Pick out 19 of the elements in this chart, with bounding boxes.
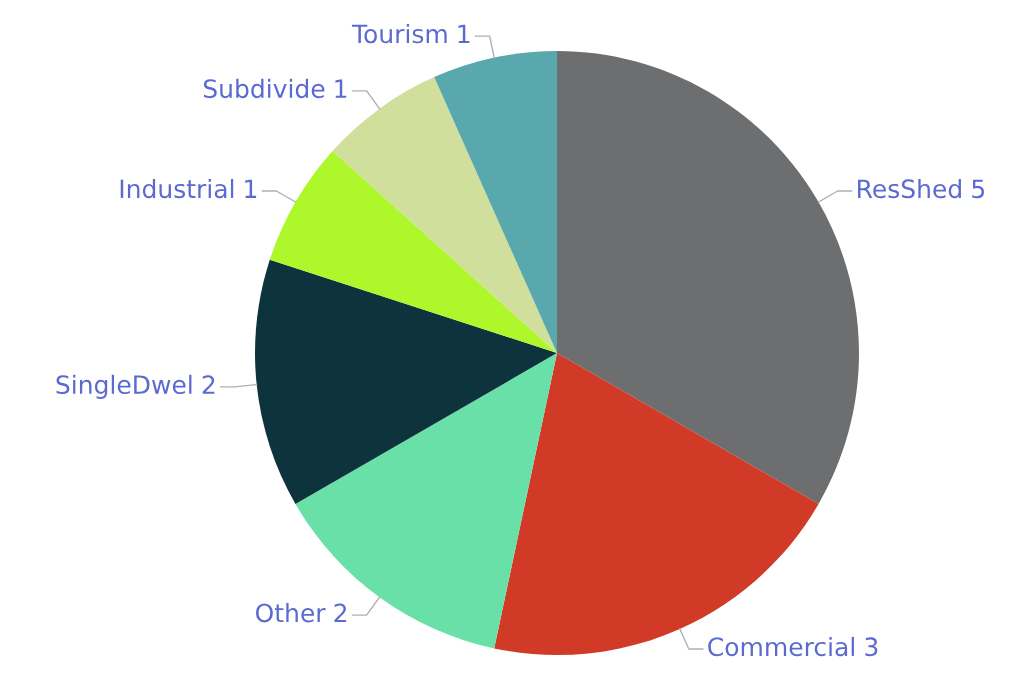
pie-slice bbox=[255, 259, 557, 504]
pie-slice bbox=[557, 51, 859, 504]
pie-slice bbox=[332, 77, 557, 353]
slice-label: Subdivide bbox=[203, 78, 325, 99]
data-label: 1 bbox=[458, 24, 470, 43]
data-label: 1 bbox=[245, 179, 257, 198]
data-label: 3 bbox=[865, 637, 878, 657]
data-label: 5 bbox=[972, 179, 985, 199]
slice-label: Other bbox=[255, 603, 326, 623]
data-label: 2 bbox=[202, 375, 215, 394]
slice-label: Tourism bbox=[351, 23, 447, 44]
pie-slice bbox=[269, 150, 557, 353]
slice-label: Industrial bbox=[120, 178, 234, 199]
pie-slice bbox=[434, 51, 557, 353]
slice-label: Commercial bbox=[708, 636, 854, 657]
slice-label: ResShed bbox=[858, 178, 961, 199]
data-label: 1 bbox=[335, 79, 347, 98]
data-label: 2 bbox=[334, 603, 347, 623]
slice-label: SingleDwel bbox=[56, 374, 192, 399]
